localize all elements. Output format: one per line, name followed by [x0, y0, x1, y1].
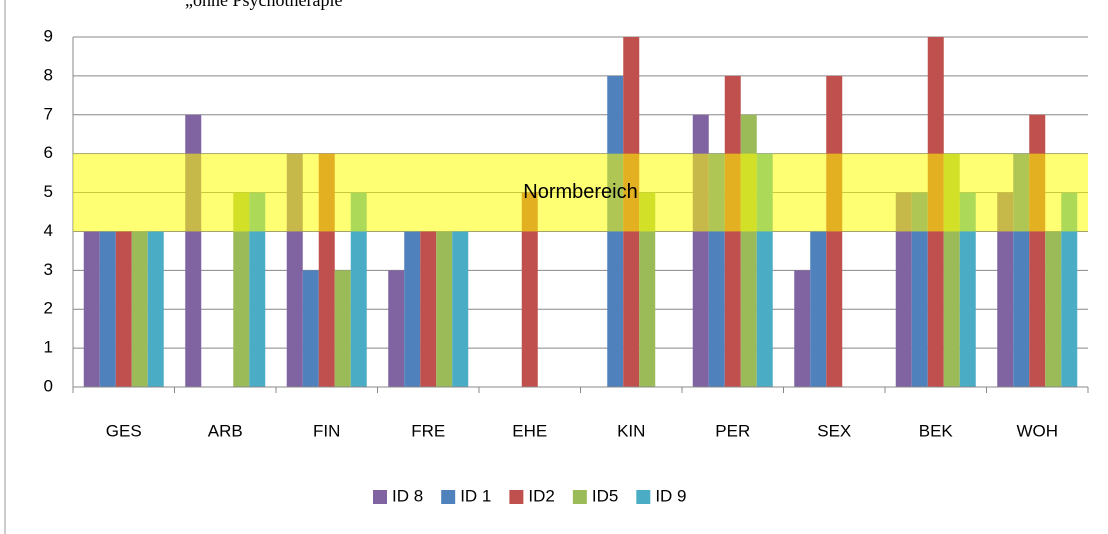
x-tick-label: GES — [106, 421, 142, 440]
bar — [302, 270, 319, 387]
y-tick-label: 5 — [44, 182, 53, 201]
y-tick-label: 1 — [44, 338, 53, 357]
legend-label: ID 8 — [392, 486, 423, 505]
bar — [1061, 192, 1078, 387]
x-tick-label: PER — [715, 421, 750, 440]
legend-label: ID5 — [592, 486, 618, 505]
bar — [521, 192, 538, 387]
y-tick-label: 7 — [44, 104, 53, 123]
y-tick-label: 8 — [44, 65, 53, 84]
bar — [911, 192, 928, 387]
y-tick-label: 6 — [44, 143, 53, 162]
x-tick-label: WOH — [1016, 421, 1058, 440]
bar — [1045, 231, 1062, 387]
bar — [404, 231, 421, 387]
x-tick-label: ARB — [208, 421, 243, 440]
x-tick-label: SEX — [817, 421, 851, 440]
chart-subtitle: „ohne Psychotherapie" — [185, 0, 350, 10]
y-tick-label: 3 — [44, 260, 53, 279]
legend-label: ID2 — [528, 486, 554, 505]
x-tick-label: EHE — [512, 421, 547, 440]
bar — [388, 270, 405, 387]
x-tick-label: BEK — [919, 421, 954, 440]
bar — [997, 192, 1014, 387]
y-tick-label: 2 — [44, 299, 53, 318]
band-label: Normbereich — [523, 181, 637, 203]
bar — [420, 231, 437, 387]
legend-swatch — [636, 490, 651, 504]
legend-label: ID 1 — [460, 486, 491, 505]
norm-band — [73, 153, 1088, 232]
bar — [350, 192, 367, 387]
legend-label: ID 9 — [655, 486, 686, 505]
legend-swatch — [441, 490, 456, 504]
bar — [794, 270, 811, 387]
bar — [131, 231, 148, 387]
bar — [99, 231, 116, 387]
bar — [83, 231, 100, 387]
bar — [810, 231, 827, 387]
legend-swatch — [509, 490, 524, 504]
bar — [147, 231, 164, 387]
bar — [249, 192, 266, 387]
bar — [959, 192, 976, 387]
y-tick-label: 4 — [44, 221, 53, 240]
bar — [115, 231, 132, 387]
bar — [895, 192, 912, 387]
legend-swatch — [373, 490, 387, 504]
bar — [233, 192, 250, 387]
bar — [639, 192, 656, 387]
x-tick-label: KIN — [617, 421, 645, 440]
x-tick-label: FRE — [411, 421, 445, 440]
y-tick-label: 0 — [44, 376, 53, 395]
bar — [452, 231, 469, 387]
bar — [334, 270, 351, 387]
x-tick-label: FIN — [313, 421, 340, 440]
bar — [436, 231, 453, 387]
y-tick-label: 9 — [44, 26, 53, 45]
legend-swatch — [572, 490, 587, 504]
